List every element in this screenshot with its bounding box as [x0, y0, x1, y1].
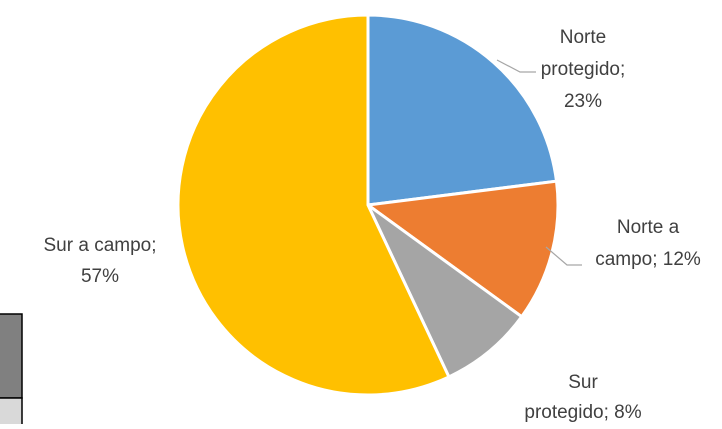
data-label-line: Norte a — [617, 217, 680, 238]
leader-line-norte-protegido — [496, 59, 536, 73]
data-label-line: Sur a campo; — [44, 235, 157, 256]
data-label-line: protegido; 8% — [524, 402, 641, 423]
leader-line-norte-a-campo — [545, 246, 582, 266]
data-label-line: protegido; — [541, 59, 626, 80]
edge-object — [0, 313, 23, 429]
pie-slice-norte-protegido — [366, 13, 559, 207]
pie-slice-sur-protegido — [366, 203, 524, 379]
pie-slices — [176, 13, 560, 397]
data-label-line: Sur — [568, 372, 598, 393]
pie-slice-sur-a-campo — [176, 13, 451, 397]
data-labels: Norte protegido; 23% Norte a campo; 12% Sur pr… — [44, 27, 701, 423]
data-label-line: Norte — [560, 27, 606, 48]
data-label-sur-protegido: Sur protegido; 8% — [524, 372, 641, 423]
data-label-line: 57% — [81, 266, 119, 287]
edge-tile-dark — [0, 313, 23, 399]
data-label-norte-a-campo: Norte a campo; 12% — [595, 217, 701, 270]
data-label-line: 23% — [564, 91, 602, 112]
data-label-sur-a-campo: Sur a campo; 57% — [44, 235, 157, 287]
data-label-norte-protegido: Norte protegido; 23% — [541, 27, 626, 112]
leader-lines — [496, 59, 582, 266]
edge-tile-light — [0, 397, 23, 429]
data-label-line: campo; 12% — [595, 249, 701, 270]
